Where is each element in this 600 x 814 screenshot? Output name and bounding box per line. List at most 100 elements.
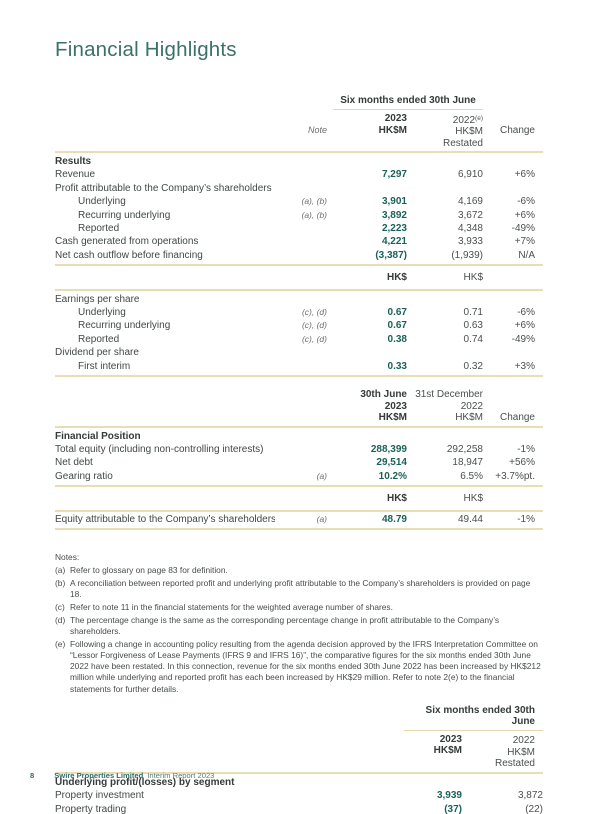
pos-col-2023-header: 30th June 2023 HK$M: [333, 389, 407, 424]
cell-note: (c), (d): [301, 320, 327, 331]
note-text: Refer to glossary on page 83 for definit…: [70, 565, 228, 576]
cell-v2: 3,933: [457, 236, 483, 248]
unit-spacer: [275, 492, 333, 505]
footer-title: Swire Properties Limited Interim Report 2…: [54, 771, 214, 780]
cell-v1: (37): [444, 803, 462, 814]
equity-per-share-block: Equity attributable to the Company’s sha…: [55, 512, 543, 526]
segment-table: Six months ended 30th June 2023 HK$M 202…: [55, 705, 543, 814]
table-row: Underlying profit/(losses) by segment: [55, 776, 543, 789]
table-row: Recurring underlying (c), (d) 0.67 0.63 +6%: [55, 319, 543, 332]
cell-v1: 10.2%: [378, 470, 407, 482]
row-label: Reported: [78, 333, 120, 345]
cell-v2: (1,939): [451, 249, 483, 261]
col-2022-header: 2022(e) HK$M Restated: [407, 113, 483, 150]
cell-chg: +6%: [514, 209, 535, 221]
cell-chg: -49%: [511, 223, 535, 235]
col-2023-unit: HK$M: [378, 124, 407, 136]
table-row: Financial Position: [55, 430, 543, 443]
note-marker: (c): [55, 602, 65, 613]
table-row: Results: [55, 155, 543, 168]
table-row: Total equity (including non-controlling …: [55, 443, 543, 456]
cell-v2: (22): [525, 803, 543, 814]
financial-position-block: Financial Position Total equity (includin…: [55, 428, 543, 484]
cell-v1: 48.79: [381, 513, 407, 525]
col-2023-year: 2023: [439, 733, 462, 745]
table-row: Equity attributable to the Company’s sha…: [55, 513, 543, 526]
row-label: Financial Position: [55, 430, 141, 442]
cell-v2: 3,672: [457, 209, 483, 221]
row-label: Dividend per share: [55, 347, 139, 359]
col-2022-restated: Restated: [442, 137, 483, 149]
cell-note: [275, 182, 333, 195]
cell-v1: [333, 155, 407, 168]
currency-2023: HK$: [386, 493, 407, 505]
row-label: Property investment: [55, 790, 144, 802]
cell-note: (a), (b): [301, 209, 328, 220]
cell-v1: 7,297: [381, 169, 407, 181]
block-rule: [55, 288, 543, 291]
note-item: (a) Refer to glossary on page 83 for def…: [55, 565, 543, 576]
page-number: 8: [30, 771, 35, 780]
row-label: Net debt: [55, 457, 93, 469]
cell-chg: -1%: [517, 513, 535, 525]
cell-note: (c), (d): [301, 333, 327, 344]
col-2022-year: 2022(e): [452, 114, 483, 126]
block-rule: [55, 375, 543, 378]
row-label: Recurring underlying: [78, 209, 171, 221]
cell-chg: -6%: [517, 196, 535, 208]
table-row: Cash generated from operations 4,221 3,933…: [55, 235, 543, 248]
pos-2023-date: 30th June: [360, 389, 407, 401]
cell-v2: [462, 776, 543, 789]
unit-spacer: [55, 492, 275, 505]
col-2023-year: 2023: [384, 113, 407, 124]
cell-note: [275, 443, 333, 456]
row-label: Revenue: [55, 169, 96, 181]
cell-v1: 2,223: [381, 223, 407, 235]
cell-v2: 49.44: [457, 513, 483, 525]
unit-spacer: [483, 492, 543, 505]
row-label: Total equity (including non-controlling …: [55, 444, 264, 455]
note-e-superscript: (e): [475, 114, 483, 122]
table-row: Profit attributable to the Company’s sha…: [55, 182, 543, 195]
cell-v2: 18,947: [452, 457, 483, 469]
cell-v1: 288,399: [370, 444, 407, 455]
cell-v1: 29,514: [376, 457, 407, 469]
cell-note: [275, 222, 333, 235]
row-label: Results: [55, 156, 92, 167]
column-header-row: Note 2023 HK$M 2022(e) HK$M Restated Cha…: [55, 110, 543, 150]
unit-spacer: [275, 271, 333, 284]
col-2023-header: 2023 HK$M: [382, 734, 462, 770]
row-label: Reported: [78, 223, 120, 235]
column-header-row: 2023 HK$M 2022 HK$M Restated: [55, 731, 543, 770]
block-rule: [55, 264, 543, 267]
note-text: A reconciliation between reported profit…: [70, 578, 531, 600]
financial-highlights-table: Six months ended 30th June Note 2023 HK$…: [55, 95, 543, 531]
cell-chg: [483, 182, 543, 195]
cell-v2: 3,872: [517, 790, 543, 802]
col-2023-unit: HK$M: [433, 745, 462, 757]
table-row: Gearing ratio (a) 10.2% 6.5% +3.7%pt.: [55, 470, 543, 483]
note-marker: (e): [55, 638, 66, 649]
row-label: Earnings per share: [55, 293, 140, 305]
row-label: Net cash outflow before financing: [55, 249, 203, 261]
cell-v2: [407, 155, 483, 168]
row-label: Property trading: [55, 803, 127, 814]
cell-note: [275, 456, 333, 469]
row-label: Equity attributable to the Company’s sha…: [55, 513, 275, 525]
currency-2022: HK$: [463, 272, 483, 284]
change-column-header: Change: [499, 124, 535, 136]
unit-spacer: [55, 271, 275, 284]
header-rule: [55, 425, 543, 428]
col-2022-year: 2022: [512, 735, 535, 747]
table-row: Reported 2,223 4,348 -49%: [55, 222, 543, 235]
col-2022-unit: HK$M: [455, 126, 483, 137]
table-row: Reported (c), (d) 0.38 0.74 -49%: [55, 333, 543, 346]
notes-heading: Notes:: [55, 552, 80, 563]
row-label: Profit attributable to the Company’s sha…: [55, 182, 272, 194]
cell-note: [275, 360, 333, 373]
cell-v1: 0.67: [387, 320, 407, 332]
col-2022-unit: HK$M: [507, 746, 535, 758]
table-row: Dividend per share: [55, 346, 543, 359]
cell-chg: +6%: [514, 169, 535, 181]
col-2023-header: 2023 HK$M: [333, 113, 407, 149]
